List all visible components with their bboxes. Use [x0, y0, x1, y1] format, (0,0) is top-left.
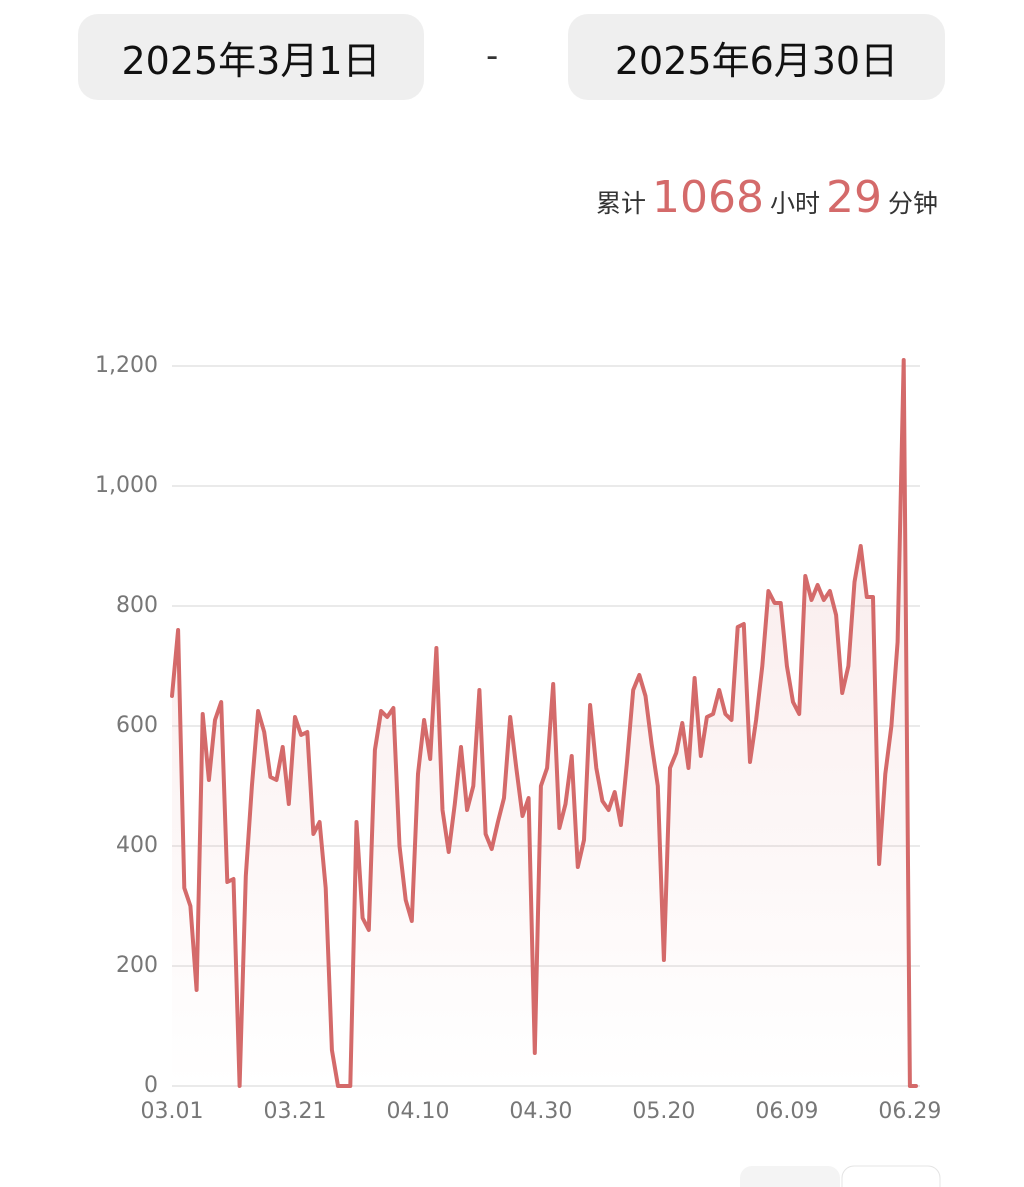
y-tick-label: 400: [116, 833, 158, 858]
x-tick-label: 06.09: [755, 1099, 818, 1124]
area: [172, 360, 916, 1086]
x-tick-label: 04.30: [509, 1099, 572, 1124]
y-tick-label: 1,000: [95, 473, 158, 498]
x-tick-label: 06.29: [878, 1099, 941, 1124]
y-tick-label: 200: [116, 953, 158, 978]
x-tick-label: 03.21: [263, 1099, 326, 1124]
x-tick-label: 04.10: [386, 1099, 449, 1124]
x-tick-label: 03.01: [141, 1099, 204, 1124]
y-tick-label: 800: [116, 593, 158, 618]
start-date[interactable]: 2025年3月1日: [78, 14, 424, 100]
separator: -: [486, 36, 499, 76]
end-date[interactable]: 2025年6月30日: [568, 14, 945, 100]
summary: 累计 1068 小时 29 分钟: [596, 172, 938, 223]
y-tick-label: 1,200: [95, 353, 158, 378]
summary-prefix: 累计: [595, 189, 646, 218]
minutes: 29: [825, 172, 882, 223]
button[interactable]: [841, 1165, 941, 1187]
line: [170, 358, 918, 1088]
y-tick-label: 0: [144, 1073, 158, 1098]
button[interactable]: [740, 1166, 840, 1187]
x-tick-label: 05.20: [632, 1099, 695, 1124]
hours-unit: 小时: [769, 189, 820, 218]
hours: 1068: [651, 172, 764, 223]
y-tick-label: 600: [116, 713, 158, 738]
minutes-unit: 分钟: [887, 189, 938, 218]
